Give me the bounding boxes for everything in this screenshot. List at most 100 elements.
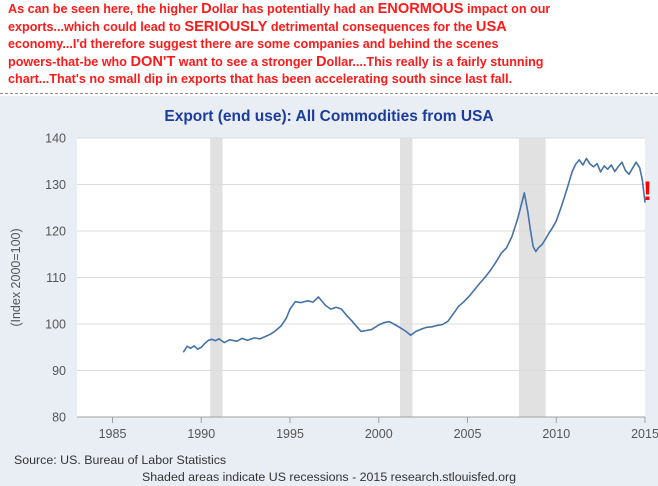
data-point: [317, 296, 319, 298]
data-point: [182, 351, 185, 353]
data-point: [340, 308, 343, 310]
x-tick-label: 1990: [187, 427, 215, 441]
data-point: [399, 327, 401, 329]
data-point: [280, 325, 282, 327]
commentary-line: chart...That's no small dip in exports t…: [8, 71, 653, 89]
commentary-fragment: want to see a stronger: [175, 54, 316, 69]
data-point: [614, 170, 616, 173]
data-point: [555, 220, 557, 222]
data-point: [452, 313, 454, 315]
data-point: [571, 170, 573, 173]
data-point: [426, 326, 428, 328]
data-point: [641, 179, 643, 181]
y-tick-label: 80: [52, 411, 66, 425]
y-tick-label: 110: [46, 271, 66, 285]
x-tick-label: 2015: [631, 427, 658, 441]
y-tick-label: 100: [45, 318, 66, 332]
data-point: [246, 339, 248, 341]
data-point: [394, 323, 396, 326]
data-point: [624, 170, 627, 172]
data-point: [535, 250, 537, 253]
data-point: [490, 269, 492, 271]
y-tick-label: 90: [52, 364, 66, 378]
data-point: [197, 348, 199, 350]
y-tick-label: 120: [45, 225, 66, 239]
data-point: [468, 295, 470, 297]
data-point: [589, 163, 591, 165]
commentary-fragment: impact on our: [463, 2, 551, 16]
commentary-fragment: economy...I'd therefore suggest there ar…: [8, 37, 499, 52]
source-note: Source: US. Bureau of Labor Statistics: [14, 453, 227, 467]
data-point: [275, 329, 277, 332]
y-tick-label: 130: [45, 178, 66, 192]
data-point: [523, 192, 525, 194]
x-tick-label: 2005: [454, 427, 482, 441]
data-point: [236, 340, 238, 342]
commentary-fragment: ollar has potentially had an: [211, 2, 378, 16]
data-point: [264, 336, 266, 338]
data-point: [592, 166, 595, 168]
data-point: [644, 201, 646, 203]
data-point: [294, 301, 296, 303]
data-point: [617, 165, 620, 167]
data-point: [639, 167, 641, 169]
data-point: [269, 333, 272, 335]
data-point: [241, 337, 243, 339]
data-point: [585, 157, 588, 160]
commentary-line: powers-that-be who DON'T want to see a s…: [8, 54, 653, 72]
series-line: [182, 157, 646, 353]
data-point: [223, 342, 225, 344]
data-point: [300, 302, 302, 304]
commentary-text: As can be seen here, the higher Dollar h…: [8, 1, 653, 89]
data-point: [253, 337, 256, 339]
data-point: [259, 338, 261, 340]
data-point: [463, 301, 465, 303]
data-point: [596, 163, 598, 165]
data-point: [218, 338, 220, 340]
recession-note: Shaded areas indicate US recessions - 20…: [142, 470, 516, 484]
data-point: [575, 163, 577, 165]
data-point: [229, 339, 231, 341]
data-point: [447, 320, 449, 322]
data-point: [324, 304, 327, 306]
data-point: [632, 167, 634, 169]
data-point: [360, 330, 362, 332]
data-point: [190, 347, 192, 349]
data-point: [479, 282, 481, 284]
data-point: [532, 246, 534, 248]
data-point: [335, 306, 337, 308]
data-point: [378, 324, 380, 326]
commentary-fragment: powers-that-be who: [8, 54, 131, 69]
emphasis-text: ENORMOUS: [377, 1, 464, 17]
data-point: [484, 276, 486, 278]
x-tick-label: 1995: [276, 427, 304, 441]
data-point: [388, 321, 390, 323]
data-point: [529, 229, 532, 232]
data-point: [431, 326, 433, 328]
data-point: [578, 159, 580, 161]
data-point: [566, 188, 568, 190]
x-tick-label: 2000: [365, 427, 393, 441]
data-point: [516, 219, 518, 221]
data-point: [506, 247, 508, 249]
data-point: [527, 211, 529, 213]
data-point: [495, 261, 497, 263]
emphasis-text: USA: [475, 18, 507, 35]
data-point: [600, 171, 602, 173]
data-point: [548, 232, 550, 234]
data-point: [312, 301, 314, 303]
x-tick-label: 2010: [542, 427, 570, 441]
commentary-fragment: detrimental consequences for the: [267, 19, 476, 34]
data-point: [193, 345, 195, 347]
data-point: [628, 173, 630, 175]
divider: [0, 93, 658, 94]
data-point: [545, 238, 547, 240]
data-point: [346, 315, 348, 317]
data-point: [420, 328, 422, 330]
commentary-line: exports...which could lead to SERIOUSLY …: [8, 19, 653, 37]
data-point: [351, 320, 353, 322]
commentary-line: As can be seen here, the higher Dollar h…: [8, 1, 653, 19]
chart-title: Export (end use): All Commodities from U…: [164, 108, 494, 125]
exclamation-mark: !: [643, 176, 652, 206]
commentary-fragment: exports...which could lead to: [8, 19, 185, 34]
